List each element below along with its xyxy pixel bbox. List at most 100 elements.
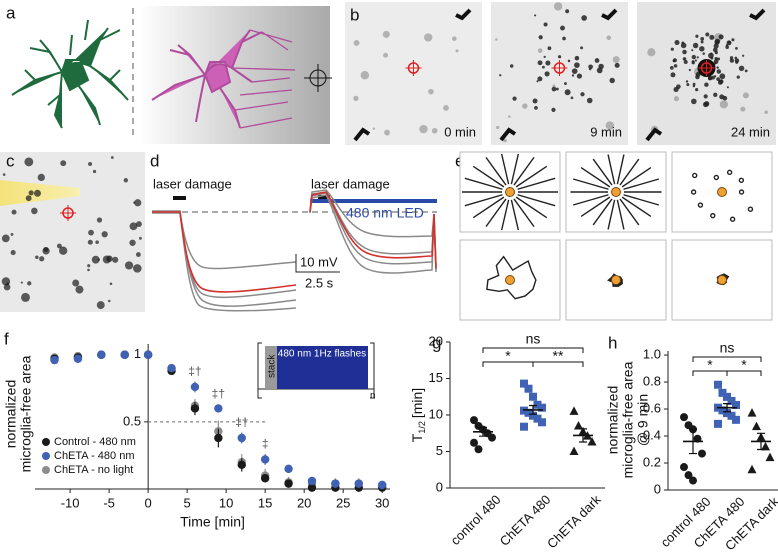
data-point: [520, 379, 528, 388]
cell-speck: [545, 60, 551, 66]
led-label: 480 nm LED: [346, 205, 424, 221]
legend-label: ChETA - no light: [54, 464, 133, 476]
laser-spot: [505, 275, 515, 285]
cell-speck: [570, 96, 574, 100]
data-point: [524, 384, 533, 393]
data-point: [723, 409, 731, 418]
data-point: [120, 350, 129, 359]
scale-label: 2.5 s: [305, 275, 334, 290]
data-point: [574, 420, 583, 430]
cell-speck: [553, 2, 563, 11]
data-point: [520, 422, 528, 431]
cell-speck: [27, 281, 32, 286]
scale-label: 10 mV: [300, 254, 338, 269]
stim-label: laser damage: [153, 176, 232, 191]
cell-speck: [672, 59, 676, 63]
cell-speck: [10, 250, 16, 256]
cell-speck: [88, 162, 93, 167]
time-label: 0 min: [444, 124, 476, 139]
significance-label: *: [505, 348, 511, 364]
data-point: [698, 449, 706, 458]
time-label: 9 min: [590, 124, 622, 139]
data-point: [73, 354, 83, 363]
cell-speck: [562, 36, 566, 41]
cell-speck: [731, 38, 735, 42]
time-label: 24 min: [731, 124, 770, 139]
cell-speck: [719, 100, 728, 109]
cell-speck: [718, 34, 724, 40]
cell-speck: [647, 48, 656, 57]
microglia: [645, 8, 766, 142]
cell-speck: [92, 169, 97, 174]
cell-speck: [574, 55, 580, 61]
panel-label: f: [4, 329, 9, 348]
data-point: [732, 415, 740, 424]
cell-speck: [384, 129, 390, 136]
significance-label: *: [741, 357, 747, 373]
cell-speck: [596, 67, 603, 74]
cell-speck: [419, 124, 428, 134]
cell-speck: [696, 56, 699, 59]
crosshair: [304, 64, 332, 92]
error-bar: [579, 428, 587, 443]
cell-speck: [725, 44, 729, 47]
cell-speck: [606, 35, 612, 41]
y-tick-label: 0.2: [643, 454, 661, 469]
cell-speck: [108, 299, 111, 303]
data-point: [680, 413, 688, 422]
panel-a: a: [6, 3, 332, 144]
y-axis-label: T1/2 [min]: [409, 388, 428, 442]
cell-speck: [538, 35, 543, 40]
cell-speck: [534, 14, 537, 17]
cell-speck: [704, 82, 709, 87]
cell-speck: [87, 239, 93, 245]
laser-spot: [505, 187, 515, 197]
laser-spot: [611, 275, 621, 285]
process-track: [461, 153, 558, 231]
cell-speck: [96, 301, 105, 310]
cell-speck: [609, 77, 615, 84]
trace-highlight: [152, 191, 437, 293]
cell-speck: [682, 57, 687, 61]
cell-speck: [109, 282, 113, 286]
cell-speck: [24, 157, 34, 167]
y-tick-label: 15: [429, 370, 443, 385]
cell-speck: [710, 56, 714, 60]
legend-marker: [42, 452, 50, 460]
data-point: [307, 483, 317, 492]
significance-bracket: [482, 347, 584, 353]
panel-e: e: [455, 151, 773, 321]
cell-speck: [571, 74, 575, 77]
x-tick-label: ChETA dark: [544, 492, 604, 552]
cell-speck: [686, 83, 690, 87]
error-bar: [723, 403, 731, 413]
data-point: [714, 419, 722, 428]
cell-speck: [33, 189, 42, 197]
cell-speck: [134, 199, 142, 207]
data-point: [260, 455, 270, 464]
cell-speck: [691, 54, 696, 60]
cell-speck: [512, 96, 517, 101]
cell-speck: [360, 71, 370, 80]
cell-speck: [614, 62, 620, 68]
data-point: [524, 408, 533, 417]
cell-speck: [576, 73, 583, 79]
target: [551, 60, 568, 76]
cell-speck: [711, 75, 715, 80]
cell-speck: [703, 101, 709, 108]
cell-speck: [37, 173, 45, 182]
cell-speck: [729, 58, 735, 63]
y-tick-label: 0.6: [643, 400, 661, 415]
cell-speck: [503, 138, 507, 143]
y-tick-label: 20: [429, 333, 443, 348]
panel-f: f stack 480 nm 1Hz flashes n -10 -5 0 5 10 15…: [3, 329, 390, 530]
cell-speck: [580, 92, 585, 97]
cell-speck: [11, 209, 17, 215]
cell-speck: [726, 86, 729, 89]
data-point: [680, 463, 688, 472]
cell-speck: [2, 173, 6, 176]
cell-speck: [101, 231, 108, 238]
y-axis-label: normalized: [605, 386, 621, 454]
cell-speck: [499, 74, 502, 77]
